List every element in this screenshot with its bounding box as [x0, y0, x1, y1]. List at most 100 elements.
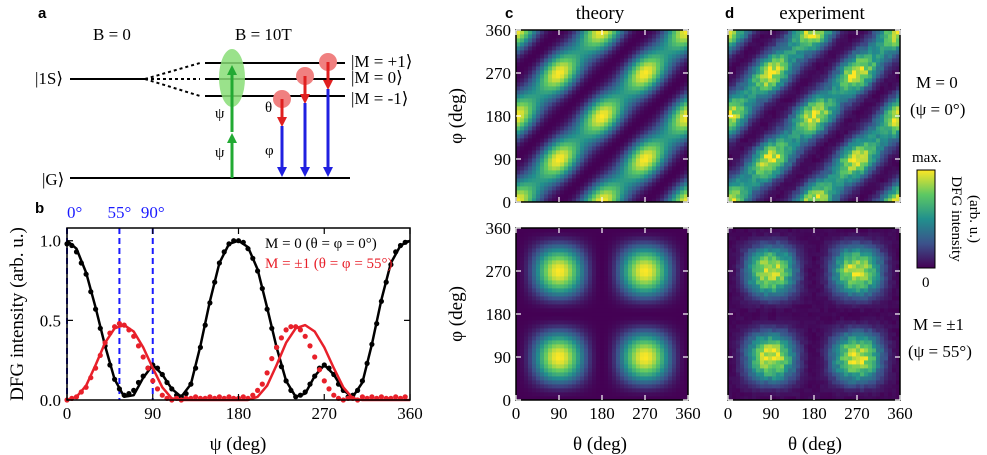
heatmap-cell [884, 174, 889, 179]
heatmap-cell [760, 138, 765, 143]
heatmap-cell [532, 70, 537, 75]
heatmap-cell [560, 304, 565, 309]
heatmap-cell [668, 154, 673, 159]
heatmap-cell [780, 146, 785, 151]
heatmap-cell [576, 94, 581, 99]
heatmap-cell [540, 66, 545, 71]
heatmap-cell [780, 82, 785, 87]
heatmap-cell [792, 102, 797, 107]
heatmap-cell [780, 30, 785, 35]
heatmap-cell [600, 34, 605, 39]
heatmap-cell [520, 30, 525, 35]
heatmap-cell [652, 166, 657, 171]
heatmap-cell [880, 30, 885, 35]
heatmap-cell [516, 304, 521, 309]
heatmap-cell [896, 90, 901, 95]
heatmap-cell [760, 82, 765, 87]
heatmap-cell [624, 162, 629, 167]
heatmap-cell [728, 198, 733, 203]
b-data-point [255, 268, 261, 274]
heatmap-cell [576, 376, 581, 381]
heatmap-cell [884, 194, 889, 199]
heatmap-cell [564, 304, 569, 309]
heatmap-cell [608, 272, 613, 277]
heatmap-cell [572, 34, 577, 39]
heatmap-cell [836, 54, 841, 59]
heatmap-cell [888, 142, 893, 147]
heatmap-cell [608, 86, 613, 91]
heatmap-cell [560, 42, 565, 47]
heatmap-cell [832, 38, 837, 43]
heatmap-cell [604, 360, 609, 365]
heatmap-cell [748, 130, 753, 135]
heatmap-cell [636, 90, 641, 95]
heatmap-cell [536, 236, 541, 241]
heatmap-cell [852, 42, 857, 47]
heatmap-cell [840, 102, 845, 107]
heatmap-cell [572, 78, 577, 83]
heatmap-cell [892, 134, 897, 139]
heatmap-cell [680, 70, 685, 75]
heatmap-cell [684, 82, 689, 87]
heatmap-cell [548, 340, 553, 345]
heatmap-cell [528, 150, 533, 155]
heatmap-cell [668, 146, 673, 151]
heatmap-cell [748, 98, 753, 103]
heatmap-cell [568, 328, 573, 333]
heatmap-cell [612, 360, 617, 365]
heatmap-cell [540, 396, 545, 401]
heatmap-cell [532, 332, 537, 337]
heatmap-cell [844, 54, 849, 59]
heatmap-cell [892, 142, 897, 147]
heatmap-cell [528, 248, 533, 253]
heatmap-cell [652, 98, 657, 103]
heatmap-cell [552, 138, 557, 143]
heatmap-cell [580, 190, 585, 195]
heatmap-cell [820, 94, 825, 99]
heatmap-cell [684, 118, 689, 123]
heatmap-cell [608, 154, 613, 159]
heatmap-cell [736, 130, 741, 135]
heatmap-cell [568, 256, 573, 261]
heatmap-cell [624, 98, 629, 103]
heatmap-cell [604, 312, 609, 317]
heatmap-cell [832, 42, 837, 47]
heatmap-cell [884, 146, 889, 151]
heatmap-cell [556, 126, 561, 131]
heatmap-cell [620, 194, 625, 199]
heatmap-cell [628, 62, 633, 67]
heatmap-cell [728, 134, 733, 139]
heatmap-cell [744, 194, 749, 199]
heatmap-cell [828, 130, 833, 135]
heatmap-cell [676, 154, 681, 159]
heatmap-cell [748, 190, 753, 195]
heatmap-cell [584, 106, 589, 111]
heatmap-cell [588, 284, 593, 289]
heatmap-cell [608, 182, 613, 187]
heatmap-cell [680, 66, 685, 71]
heatmap-cell [884, 138, 889, 143]
heatmap-cell [728, 150, 733, 155]
heatmap-cell [876, 154, 881, 159]
heatmap-cell [840, 34, 845, 39]
heatmap-cell [736, 150, 741, 155]
heatmap-cell [772, 134, 777, 139]
heatmap-cell [848, 174, 853, 179]
heatmap-cell [536, 30, 541, 35]
heatmap-cell [760, 70, 765, 75]
heatmap-cell [532, 62, 537, 67]
heatmap-cell [540, 38, 545, 43]
heatmap-cell [796, 110, 801, 115]
heatmap-cell [888, 38, 893, 43]
heatmap-cell [776, 102, 781, 107]
heatmap-cell [532, 30, 537, 35]
heatmap-cell [668, 174, 673, 179]
b-data-point [154, 365, 161, 371]
heatmap-cell [592, 312, 597, 317]
b-data-point [388, 262, 394, 268]
panel-label-a: a [38, 5, 47, 22]
heatmap-cell [572, 50, 577, 55]
heatmap-cell [812, 78, 817, 83]
heatmap-cell [680, 198, 685, 203]
heatmap-cell [848, 86, 853, 91]
